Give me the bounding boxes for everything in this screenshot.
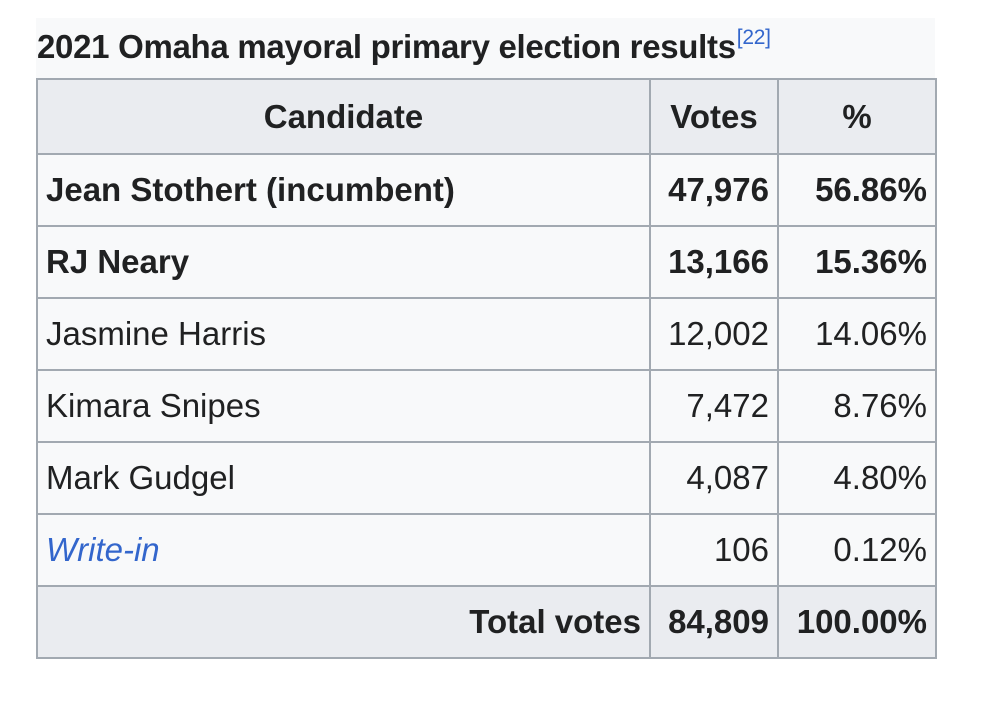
table-caption-bar: 2021 Omaha mayoral primary election resu…	[36, 18, 935, 78]
candidate-votes: 4,087	[649, 441, 779, 515]
caption-text: 2021 Omaha mayoral primary election resu…	[37, 28, 736, 65]
table-row: Jasmine Harris 12,002 14.06%	[36, 297, 937, 371]
election-results-table: Candidate Votes % Jean Stothert (incumbe…	[36, 78, 937, 659]
write-in-link[interactable]: Write-in	[46, 531, 160, 568]
candidate-votes: 47,976	[649, 153, 779, 227]
candidate-name: RJ Neary	[36, 225, 651, 299]
header-row: Candidate Votes %	[36, 78, 937, 155]
candidate-name: Jasmine Harris	[36, 297, 651, 371]
candidate-percent: 15.36%	[777, 225, 937, 299]
header-percent: %	[777, 78, 937, 155]
candidate-percent: 56.86%	[777, 153, 937, 227]
candidate-votes: 106	[649, 513, 779, 587]
candidate-votes: 7,472	[649, 369, 779, 443]
header-candidate: Candidate	[36, 78, 651, 155]
candidate-name: Jean Stothert (incumbent)	[36, 153, 651, 227]
candidate-name-cell: Write-in	[36, 513, 651, 587]
candidate-votes: 12,002	[649, 297, 779, 371]
table-caption: 2021 Omaha mayoral primary election resu…	[37, 26, 771, 66]
total-row: Total votes 84,809 100.00%	[36, 585, 937, 659]
candidate-votes: 13,166	[649, 225, 779, 299]
table-row: Mark Gudgel 4,087 4.80%	[36, 441, 937, 515]
election-results-table-wrapper: 2021 Omaha mayoral primary election resu…	[36, 18, 937, 659]
total-votes: 84,809	[649, 585, 779, 659]
header-votes: Votes	[649, 78, 779, 155]
candidate-name: Kimara Snipes	[36, 369, 651, 443]
candidate-percent: 0.12%	[777, 513, 937, 587]
table-row: Write-in 106 0.12%	[36, 513, 937, 587]
table-row: RJ Neary 13,166 15.36%	[36, 225, 937, 299]
table-row: Jean Stothert (incumbent) 47,976 56.86%	[36, 153, 937, 227]
candidate-percent: 14.06%	[777, 297, 937, 371]
reference-link[interactable]: [22]	[736, 26, 771, 49]
candidate-percent: 8.76%	[777, 369, 937, 443]
candidate-percent: 4.80%	[777, 441, 937, 515]
table-row: Kimara Snipes 7,472 8.76%	[36, 369, 937, 443]
total-label: Total votes	[36, 585, 651, 659]
candidate-name: Mark Gudgel	[36, 441, 651, 515]
total-percent: 100.00%	[777, 585, 937, 659]
